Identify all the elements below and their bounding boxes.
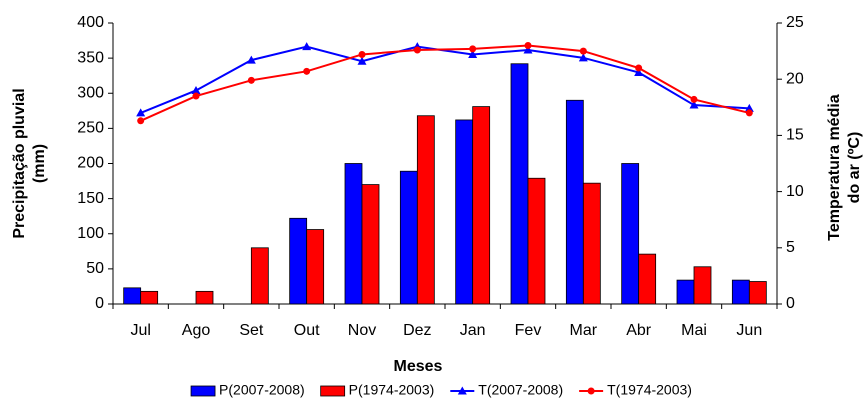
line-marker [524, 41, 532, 49]
legend-swatch [190, 385, 216, 397]
bar [361, 184, 380, 305]
legend-label: P(2007-2008) [219, 382, 305, 398]
line-marker [192, 92, 200, 100]
x-tick-label: Fev [515, 322, 542, 339]
bar [693, 266, 712, 305]
bar [621, 163, 640, 305]
bar [510, 63, 529, 305]
line-marker [523, 45, 533, 54]
x-tick-label: Mar [570, 322, 598, 339]
x-tick-label: Jul [130, 322, 150, 339]
y-tick-label: 150 [77, 190, 104, 207]
bar [306, 229, 325, 305]
x-tick-label: Ago [182, 322, 211, 339]
bar [140, 290, 159, 305]
legend: P(2007-2008) P(1974-2003) T(2007-2008) T(19… [190, 382, 692, 398]
bar [416, 115, 435, 305]
bar [527, 177, 546, 305]
bar [582, 182, 601, 305]
line-marker [413, 46, 421, 54]
x-tick-label: Out [294, 322, 320, 339]
y-tick-label: 100 [77, 225, 104, 242]
line-marker [690, 95, 698, 103]
y-tick-label: 250 [77, 120, 104, 137]
line-marker [745, 109, 753, 117]
x-tick-label: Nov [348, 322, 376, 339]
y2-tick-label: 25 [786, 14, 804, 31]
y2-tick-label: 15 [786, 127, 804, 144]
line-marker [635, 64, 643, 72]
line-marker [358, 50, 366, 58]
legend-label: T(2007-2008) [478, 382, 563, 398]
x-tick-label: Mai [681, 322, 707, 339]
y2-axis-title: do ar (ºC) [846, 132, 863, 204]
y2-axis-title: Temperatura média [826, 94, 843, 241]
y2-tick-label: 10 [786, 183, 804, 200]
line-marker [191, 85, 201, 94]
legend-label: P(1974-2003) [349, 382, 435, 398]
bar [748, 281, 767, 305]
line-marker [246, 55, 256, 64]
line [140, 45, 750, 114]
line-marker [689, 100, 699, 109]
bar [250, 247, 269, 305]
y2-tick-label: 0 [786, 295, 795, 312]
x-axis-title: Meses [394, 358, 443, 375]
line-marker [137, 117, 145, 125]
y2-tick-label: 20 [786, 70, 804, 87]
line-marker [469, 45, 477, 53]
bar [472, 106, 491, 305]
legend-marker [457, 386, 467, 395]
x-tick-label: Abr [626, 322, 652, 339]
x-tick-label: Jan [460, 322, 486, 339]
line [140, 44, 750, 122]
x-tick-label: Jun [736, 322, 762, 339]
bar [289, 217, 308, 305]
line-marker [302, 42, 312, 51]
y-tick-label: 50 [86, 260, 104, 277]
line-marker [303, 67, 311, 75]
x-tick-label: Dez [403, 322, 431, 339]
line-marker [579, 47, 587, 55]
bar [731, 279, 750, 305]
line-marker [136, 108, 146, 117]
bar [676, 279, 695, 305]
legend-marker [587, 387, 595, 395]
bar [565, 99, 584, 305]
y-tick-label: 200 [77, 155, 104, 172]
line-marker [247, 76, 255, 84]
y-axis-title: (mm) [31, 144, 48, 183]
bar [455, 119, 474, 305]
bar [638, 253, 657, 305]
line-marker [744, 103, 754, 112]
bar [195, 290, 214, 305]
legend-label: T(1974-2003) [607, 382, 692, 398]
bar [123, 287, 142, 305]
y-tick-label: 300 [77, 84, 104, 101]
y-axis-title: Precipitação pluvial [11, 88, 28, 238]
bar [344, 163, 363, 305]
line-marker [468, 49, 478, 58]
y-tick-label: 400 [77, 14, 104, 31]
legend-swatch [320, 385, 346, 397]
line-marker [357, 56, 367, 65]
line-marker [578, 53, 588, 62]
y-tick-label: 350 [77, 49, 104, 66]
line-marker [634, 67, 644, 76]
bar [399, 170, 418, 305]
y2-tick-label: 5 [786, 239, 795, 256]
y-tick-label: 0 [95, 295, 104, 312]
x-tick-label: Set [239, 322, 264, 339]
